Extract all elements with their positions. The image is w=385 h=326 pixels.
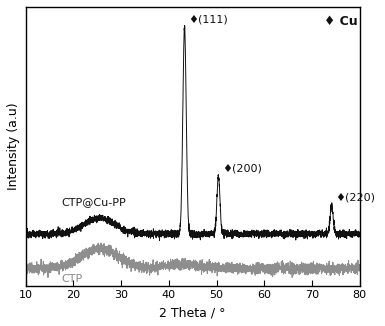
Text: ♦ Cu: ♦ Cu	[324, 15, 358, 28]
Text: CTP@Cu-PP: CTP@Cu-PP	[61, 197, 126, 207]
Text: ♦(111): ♦(111)	[188, 14, 228, 24]
Text: ♦(200): ♦(200)	[222, 164, 262, 173]
Text: CTP: CTP	[61, 274, 82, 284]
Text: ♦(220): ♦(220)	[335, 192, 375, 202]
X-axis label: 2 Theta / °: 2 Theta / °	[159, 306, 226, 319]
Y-axis label: Intensity (a.u): Intensity (a.u)	[7, 102, 20, 190]
